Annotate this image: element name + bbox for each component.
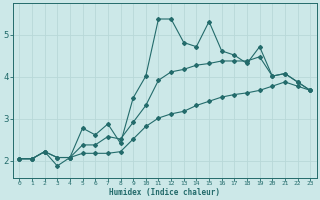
X-axis label: Humidex (Indice chaleur): Humidex (Indice chaleur) [109, 188, 220, 197]
